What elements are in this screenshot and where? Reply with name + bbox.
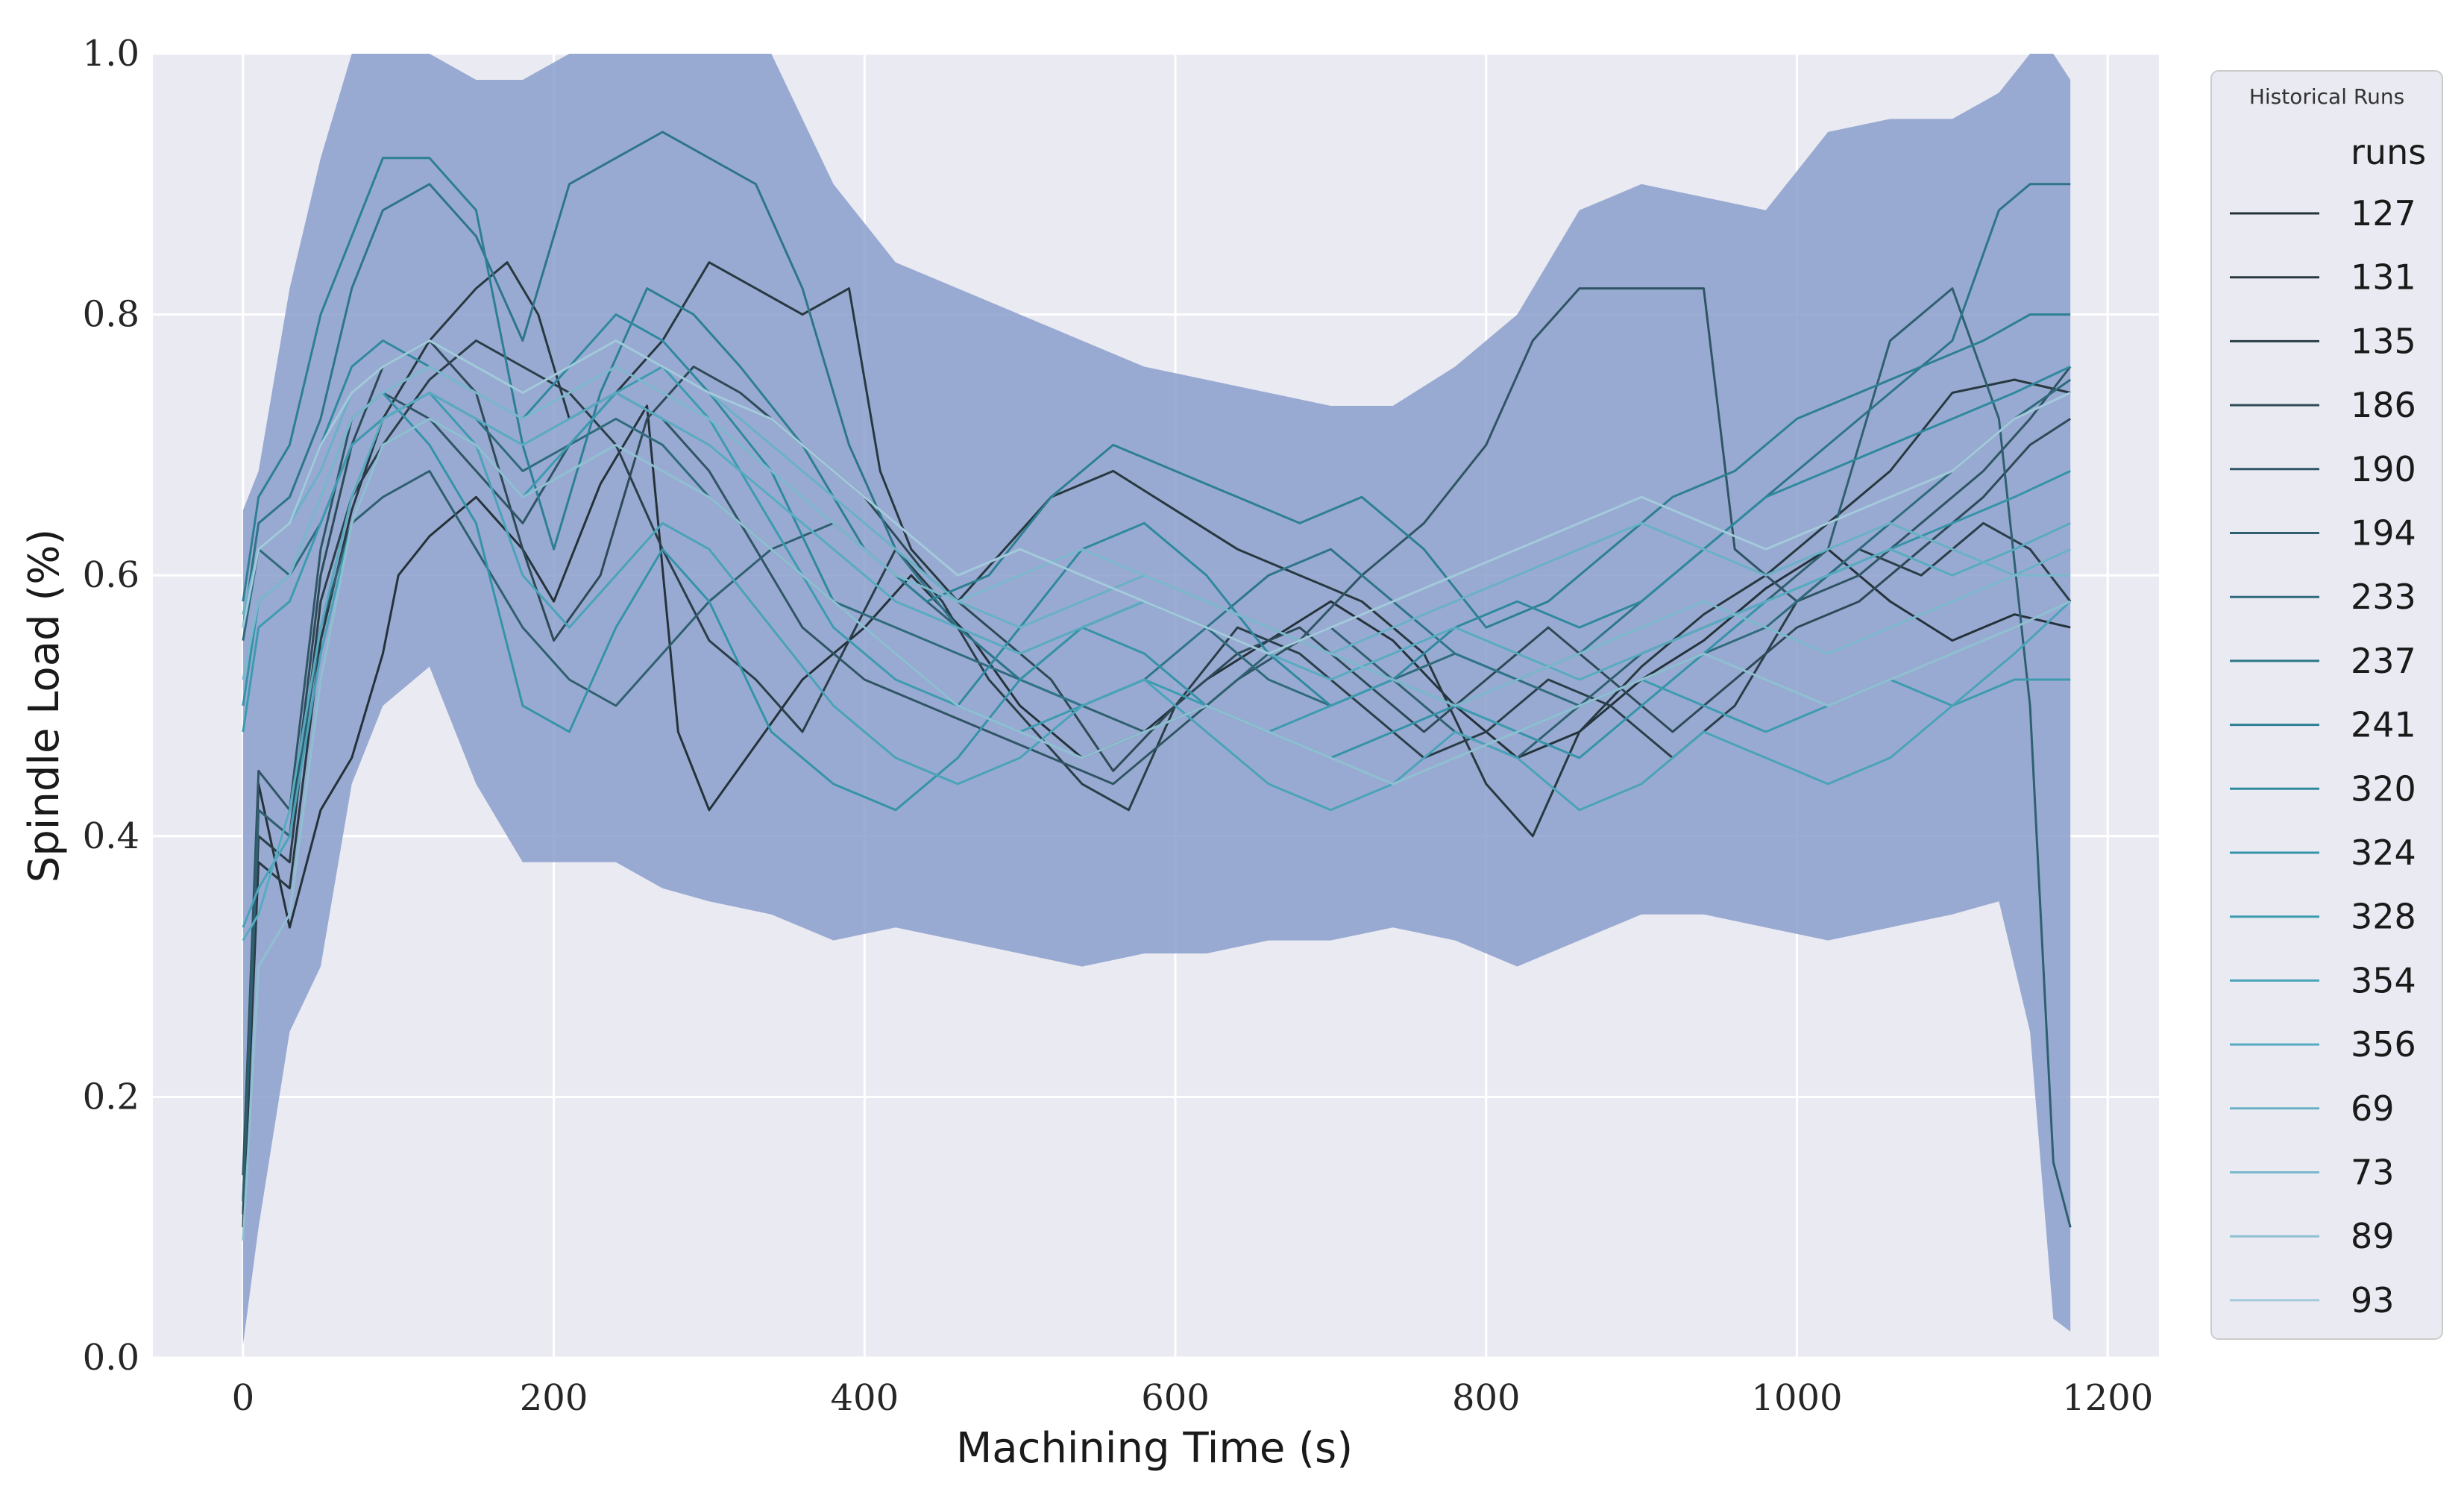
- series-line-73: [242, 366, 2071, 707]
- legend: Historical Runs runs 127 131 135 186 190 194 2…: [2210, 70, 2443, 1340]
- legend-label-194: 194: [2351, 513, 2416, 554]
- y-tick-label-3: 0.6: [83, 554, 139, 596]
- series-line-356: [242, 392, 2071, 941]
- confidence-band: [242, 54, 2071, 1345]
- legend-label-324: 324: [2351, 833, 2416, 873]
- x-tick-labels: 0 200 400 600 800 1000 1200: [232, 1377, 2154, 1419]
- x-tick-label-5: 1000: [1751, 1377, 1842, 1419]
- legend-label-186: 186: [2351, 385, 2416, 425]
- legend-title: Historical Runs: [2249, 84, 2404, 109]
- series-line-89: [242, 417, 2071, 1241]
- band-area: [242, 54, 2071, 1345]
- legend-label-127: 127: [2351, 193, 2416, 234]
- y-tick-label-0: 0.0: [83, 1337, 139, 1379]
- series-line-241: [242, 157, 2071, 629]
- y-tick-label-5: 1.0: [83, 33, 139, 75]
- legend-label-89: 89: [2351, 1216, 2395, 1256]
- x-tick-label-2: 400: [831, 1377, 899, 1419]
- legend-label-131: 131: [2351, 257, 2416, 298]
- legend-label-73: 73: [2351, 1153, 2395, 1193]
- legend-label-356: 356: [2351, 1024, 2416, 1065]
- x-tick-label-1: 200: [520, 1377, 588, 1419]
- legend-items: 127 131 135 186 190 194 233 237 241 320 324 328 354 3…: [2230, 193, 2416, 1320]
- y-tick-label-4: 0.8: [83, 294, 139, 336]
- x-axis-label: Machining Time (s): [956, 1424, 1353, 1473]
- legend-label-237: 237: [2351, 641, 2416, 681]
- legend-label-69: 69: [2351, 1088, 2395, 1129]
- x-tick-label-3: 600: [1141, 1377, 1210, 1419]
- legend-box: [2210, 70, 2443, 1340]
- x-tick-label-4: 800: [1452, 1377, 1521, 1419]
- legend-label-93: 93: [2351, 1280, 2395, 1320]
- legend-label-241: 241: [2351, 705, 2416, 745]
- legend-label-354: 354: [2351, 960, 2416, 1000]
- y-tick-label-1: 0.2: [83, 1076, 139, 1118]
- legend-label-135: 135: [2351, 321, 2416, 361]
- y-tick-label-2: 0.4: [83, 815, 139, 857]
- series-line-93: [242, 339, 2071, 655]
- legend-label-320: 320: [2351, 768, 2416, 809]
- legend-label-233: 233: [2351, 577, 2416, 617]
- x-tick-label-0: 0: [232, 1377, 255, 1419]
- x-tick-label-6: 1200: [2062, 1377, 2153, 1419]
- series-lines: [242, 131, 2072, 1241]
- y-tick-labels: 0.0 0.2 0.4 0.6 0.8 1.0: [83, 33, 139, 1379]
- legend-header: runs: [2351, 132, 2426, 172]
- legend-label-190: 190: [2351, 449, 2416, 489]
- y-axis-label: Spindle Load (%): [20, 529, 69, 883]
- legend-label-328: 328: [2351, 897, 2416, 937]
